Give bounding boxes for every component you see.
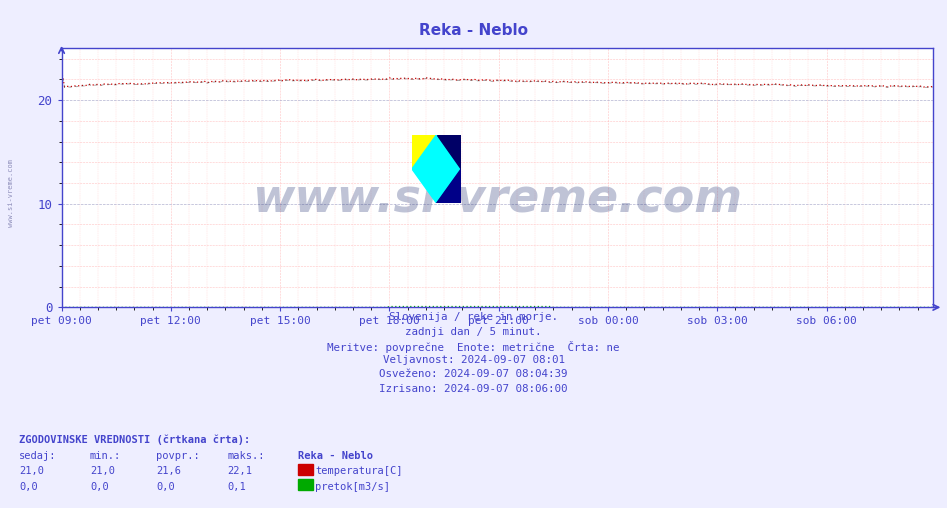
Text: www.si-vreme.com: www.si-vreme.com [9, 159, 14, 227]
Text: 21,0: 21,0 [90, 466, 115, 477]
Text: 21,0: 21,0 [19, 466, 44, 477]
Text: Meritve: povprečne  Enote: metrične  Črta: ne: Meritve: povprečne Enote: metrične Črta:… [328, 341, 619, 353]
Text: Slovenija / reke in morje.: Slovenija / reke in morje. [389, 312, 558, 323]
Text: www.si-vreme.com: www.si-vreme.com [252, 176, 742, 221]
Polygon shape [412, 135, 437, 169]
Text: povpr.:: povpr.: [156, 451, 200, 461]
Text: 0,0: 0,0 [156, 482, 175, 492]
Text: Veljavnost: 2024-09-07 08:01: Veljavnost: 2024-09-07 08:01 [383, 355, 564, 365]
Text: min.:: min.: [90, 451, 121, 461]
Polygon shape [437, 169, 461, 203]
Text: 22,1: 22,1 [227, 466, 252, 477]
Text: 0,0: 0,0 [90, 482, 109, 492]
Text: Osveženo: 2024-09-07 08:04:39: Osveženo: 2024-09-07 08:04:39 [379, 369, 568, 379]
Text: Izrisano: 2024-09-07 08:06:00: Izrisano: 2024-09-07 08:06:00 [379, 384, 568, 394]
Text: sedaj:: sedaj: [19, 451, 57, 461]
Text: 21,6: 21,6 [156, 466, 181, 477]
Text: pretok[m3/s]: pretok[m3/s] [315, 482, 390, 492]
Polygon shape [437, 135, 461, 169]
Text: ZGODOVINSKE VREDNOSTI (črtkana črta):: ZGODOVINSKE VREDNOSTI (črtkana črta): [19, 434, 250, 445]
Text: 0,1: 0,1 [227, 482, 246, 492]
Text: temperatura[C]: temperatura[C] [315, 466, 402, 477]
Text: zadnji dan / 5 minut.: zadnji dan / 5 minut. [405, 327, 542, 337]
Text: Reka - Neblo: Reka - Neblo [298, 451, 373, 461]
Text: 0,0: 0,0 [19, 482, 38, 492]
Text: Reka - Neblo: Reka - Neblo [419, 23, 528, 38]
Polygon shape [412, 135, 461, 203]
Text: maks.:: maks.: [227, 451, 265, 461]
